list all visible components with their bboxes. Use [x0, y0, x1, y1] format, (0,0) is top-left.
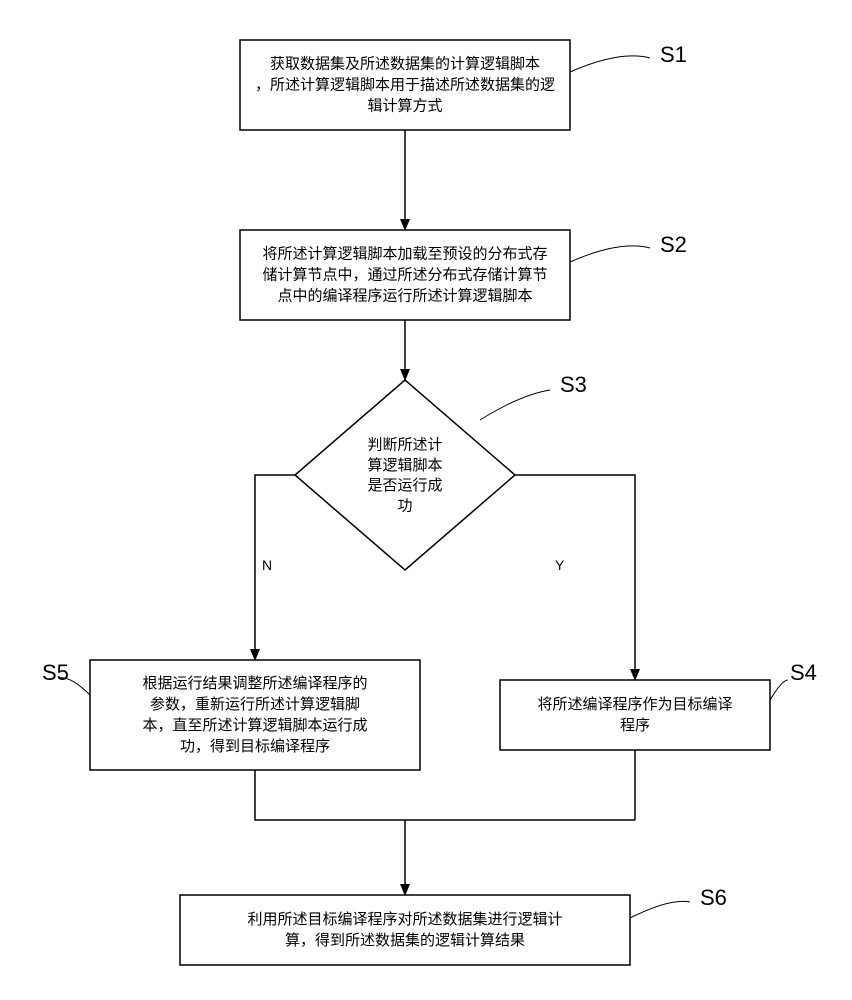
- node-text: 获取数据集及所述数据集的计算逻辑脚本: [270, 55, 540, 73]
- node-text: 参数，重新运行所述计算逻辑脚: [150, 695, 360, 713]
- node-text: 算，得到所述数据集的逻辑计算结果: [285, 931, 525, 949]
- node-text: 功: [397, 497, 412, 514]
- node-text: 辑计算方式: [367, 97, 442, 115]
- edge-label: N: [262, 557, 272, 573]
- node-text: 将所述计算逻辑脚本加载至预设的分布式存: [262, 245, 547, 263]
- node-text: 将所述编译程序作为目标编译: [537, 696, 732, 713]
- node-text: 判断所述计: [367, 437, 442, 454]
- node-text: 利用所述目标编译程序对所述数据集进行逻辑计: [247, 911, 562, 928]
- node-text: 算逻辑脚本: [367, 456, 442, 474]
- node-text: 储计算节点中，通过所述分布式存储计算节: [262, 266, 547, 284]
- step-label: S2: [660, 232, 687, 257]
- step-label: S6: [700, 885, 727, 910]
- node-text: 是否运行成: [367, 477, 442, 494]
- node-text: 功，得到目标编译程序: [180, 738, 330, 755]
- node-text: 程序: [620, 717, 650, 734]
- node-text: 根据运行结果调整所述编译程序的: [142, 675, 367, 692]
- node-text: 本，直至所述计算逻辑脚本运行成: [142, 716, 367, 734]
- edge-label: Y: [555, 557, 565, 573]
- node-text: ，所述计算逻辑脚本用于描述所述数据集的逻: [255, 76, 555, 94]
- step-label: S5: [42, 660, 69, 685]
- step-label: S3: [560, 372, 587, 397]
- node-text: 点中的编译程序运行所述计算逻辑脚本: [277, 287, 532, 305]
- step-label: S1: [660, 42, 687, 67]
- step-label: S4: [790, 660, 817, 685]
